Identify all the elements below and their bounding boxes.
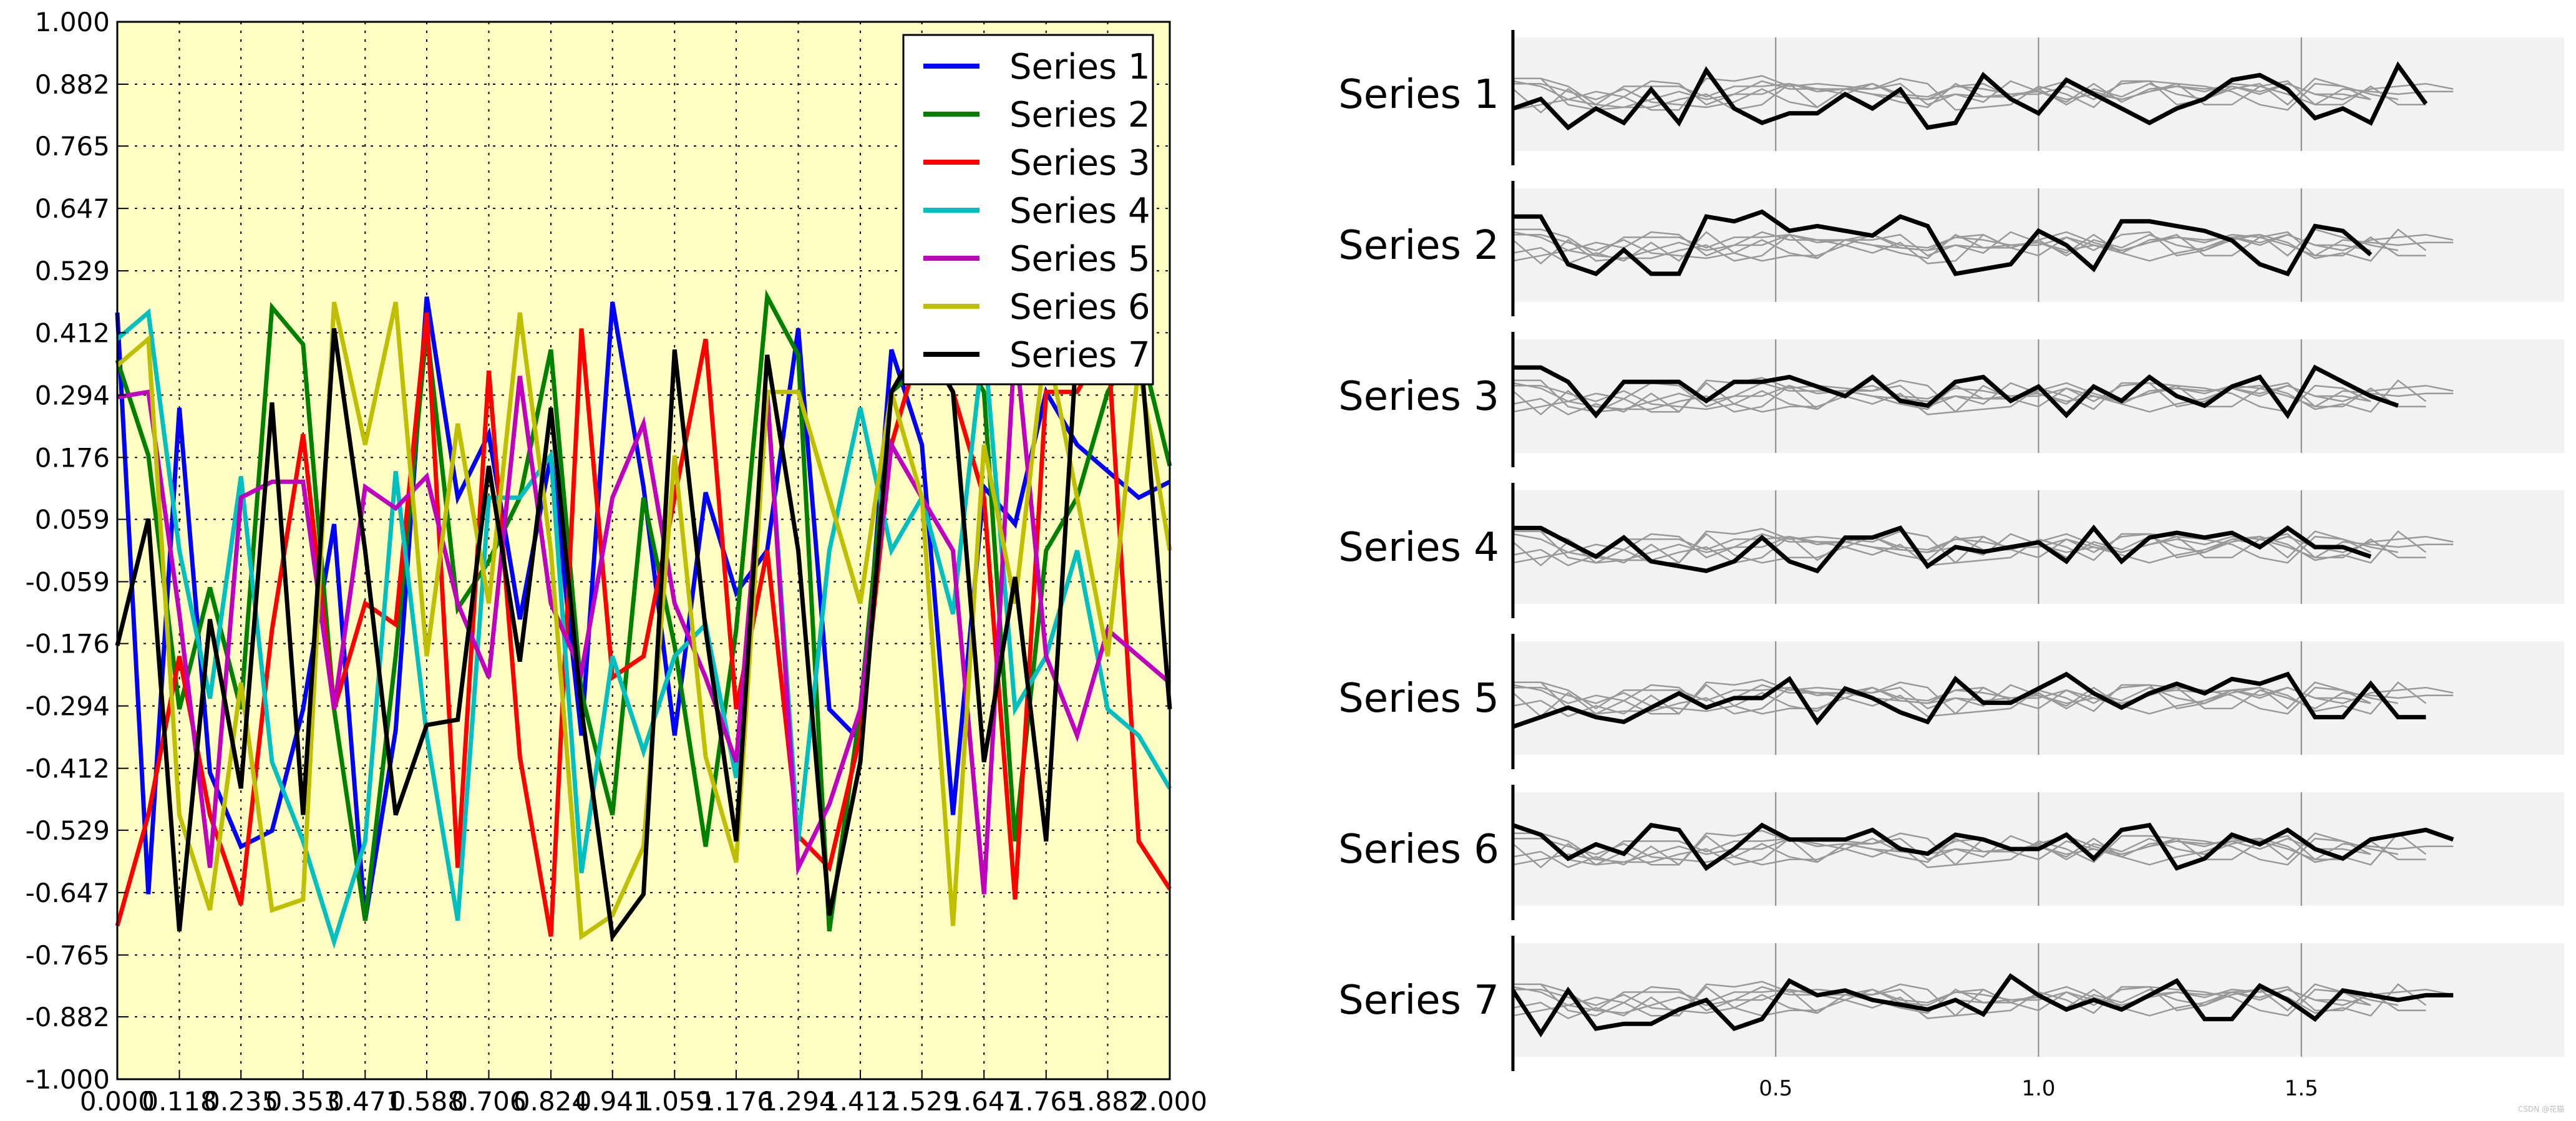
left-xtick-label: 1.412 — [823, 1086, 898, 1117]
right-xtick-label: 1.5 — [2285, 1076, 2318, 1101]
right-row: Series 2 — [1338, 181, 2564, 316]
right-row-highlight-line — [1512, 671, 2426, 729]
right-row-context-line — [1512, 533, 2454, 559]
right-rows: Series 1 Series 2 Series 3 Series 4 Series 5… — [1338, 30, 2564, 1071]
left-ytick-label: -0.765 — [26, 940, 110, 971]
right-row: Series 1 — [1338, 30, 2564, 165]
left-xtick-label: 0.941 — [575, 1086, 650, 1117]
left-ytick-label: -0.412 — [26, 754, 110, 784]
left-xtick-label: 0.353 — [266, 1086, 341, 1117]
right-row-highlight-line — [1513, 524, 2372, 574]
right-row-context-line — [1512, 832, 2427, 868]
right-row: Series 4 — [1338, 483, 2564, 618]
left-ytick-label: 0.647 — [35, 193, 110, 224]
right-row-label: Series 6 — [1338, 827, 1499, 873]
right-row: Series 5 — [1338, 634, 2564, 769]
right-row-context-line — [1512, 231, 2426, 262]
left-xtick-label: 1.882 — [1070, 1086, 1145, 1117]
right-row-label: Series 3 — [1338, 374, 1499, 420]
right-small-multiples: Series 1 Series 2 Series 3 Series 4 Series 5… — [1338, 30, 2564, 1101]
left-ytick-label: -0.882 — [26, 1002, 110, 1032]
left-ytick-label: 0.176 — [35, 442, 110, 473]
right-row-label: Series 4 — [1338, 525, 1499, 571]
legend-label: Series 6 — [1009, 287, 1150, 328]
right-row-context-line — [1513, 82, 2371, 109]
left-xtick-label: 0.824 — [513, 1086, 588, 1117]
right-row-highlight-line — [1512, 822, 2454, 871]
left-series-line — [115, 289, 1172, 932]
left-xtick-label: 1.529 — [885, 1086, 960, 1117]
right-row-highlight-line — [1512, 61, 2428, 131]
right-x-axis: 0.5 1.0 1.5 — [1759, 1076, 2318, 1101]
left-ytick-label: 0.882 — [35, 69, 110, 100]
legend-label: Series 1 — [1009, 47, 1150, 87]
left-xtick-label: 0.235 — [203, 1086, 278, 1117]
legend-label: Series 5 — [1009, 239, 1150, 279]
left-series-line — [115, 308, 1172, 949]
left-ytick-label: -0.294 — [26, 691, 110, 722]
right-row: Series 7 — [1338, 936, 2564, 1071]
right-row-label: Series 7 — [1338, 978, 1499, 1024]
left-plot-frame — [116, 21, 1171, 1080]
left-ytick-label: 0.412 — [35, 318, 110, 348]
left-series-line — [115, 325, 1172, 943]
right-row-context-line — [1512, 80, 2454, 106]
left-ytick-label: -0.059 — [26, 567, 110, 598]
left-ytick-label: -1.000 — [26, 1064, 110, 1095]
left-xtick-label: 1.647 — [946, 1086, 1021, 1117]
legend-label: Series 4 — [1009, 191, 1150, 231]
left-xtick-label: 1.765 — [1009, 1086, 1084, 1117]
legend-box — [902, 34, 1154, 386]
right-row-context-line — [1512, 231, 2454, 265]
left-xtick-label: 0.706 — [451, 1086, 526, 1117]
left-ytick-label: 0.529 — [35, 256, 110, 286]
right-row-context-line — [1512, 231, 2454, 257]
left-axis-ticks: 0.0000.1180.2350.3530.4710.5880.7060.824… — [26, 7, 1208, 1117]
left-xtick-label: 1.176 — [699, 1086, 774, 1117]
legend-label: Series 2 — [1009, 95, 1150, 135]
left-ytick-label: -0.647 — [26, 878, 110, 908]
left-xtick-label: 0.471 — [328, 1086, 402, 1117]
right-row-label: Series 2 — [1338, 223, 1499, 269]
right-row-context-line — [1512, 382, 2426, 413]
left-ytick-label: 0.294 — [35, 380, 110, 410]
right-row: Series 6 — [1338, 785, 2564, 920]
right-row-context-line — [1512, 986, 2426, 1017]
right-row-label: Series 5 — [1338, 676, 1499, 722]
legend-label: Series 3 — [1009, 143, 1150, 183]
right-row-highlight-line — [1513, 209, 2373, 277]
right-xtick-label: 1.0 — [2021, 1076, 2055, 1101]
left-xtick-label: 2.000 — [1132, 1086, 1207, 1117]
left-ytick-label: 0.059 — [35, 504, 110, 535]
left-xtick-label: 0.588 — [389, 1086, 464, 1117]
right-row: Series 3 — [1338, 332, 2564, 467]
left-xtick-label: 0.118 — [142, 1086, 216, 1117]
right-row-context-line — [1512, 835, 2454, 869]
legend-label: Series 7 — [1009, 335, 1150, 376]
watermark-text: CSDN @花猫 — [2518, 1104, 2564, 1114]
right-row-context-line — [1512, 382, 2454, 408]
left-xtick-label: 1.294 — [761, 1086, 835, 1117]
left-ytick-label: -0.176 — [26, 629, 110, 659]
right-xtick-label: 0.5 — [1759, 1076, 1792, 1101]
left-legend: Series 1 Series 2 Series 3 Series 4 Series 5… — [902, 34, 1154, 386]
left-series-line — [115, 312, 1172, 937]
left-series-line — [115, 301, 1172, 941]
right-row-context-line — [1512, 986, 2454, 1012]
right-row-context-line — [1512, 533, 2454, 567]
right-row-highlight-line — [1511, 973, 2454, 1037]
right-row-highlight-line — [1513, 364, 2399, 420]
left-xtick-label: 1.059 — [637, 1086, 712, 1117]
left-xtick-label: 0.000 — [80, 1086, 155, 1117]
left-ytick-label: 1.000 — [35, 7, 110, 37]
left-ytick-label: 0.765 — [35, 131, 110, 162]
left-series-lines — [115, 289, 1172, 949]
right-row-context-line — [1512, 684, 2454, 718]
left-line-chart: 0.0000.1180.2350.3530.4710.5880.7060.824… — [26, 7, 1208, 1117]
right-row-label: Series 1 — [1338, 72, 1499, 118]
left-ytick-label: -0.529 — [26, 815, 110, 846]
